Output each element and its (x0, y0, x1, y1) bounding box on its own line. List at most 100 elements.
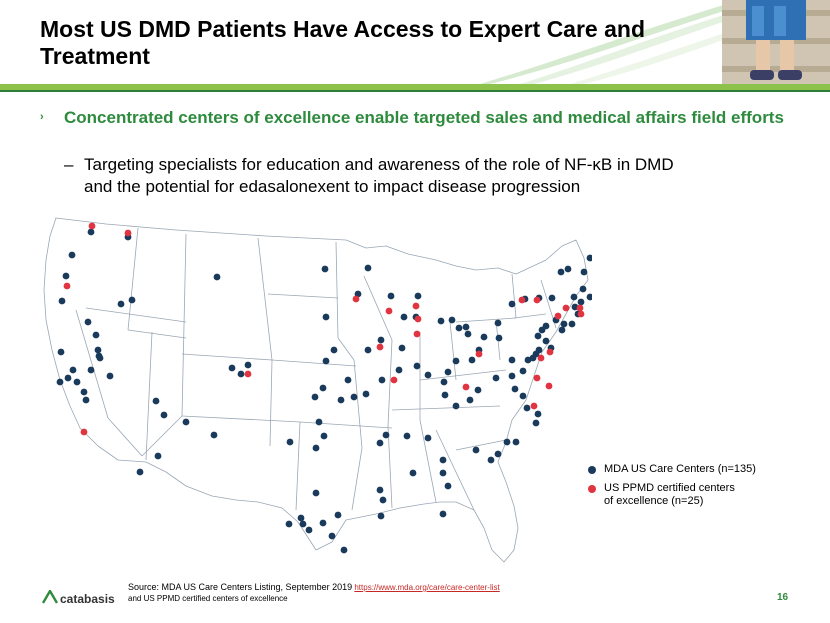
mda-center-marker (413, 362, 421, 370)
mda-center-marker (56, 378, 64, 386)
mda-center-marker (330, 346, 338, 354)
mda-center-marker (577, 298, 585, 306)
mda-center-marker (424, 434, 432, 442)
mda-center-marker (210, 431, 218, 439)
ppmd-center-marker (124, 229, 132, 237)
mda-center-marker (472, 446, 480, 454)
mda-center-marker (337, 396, 345, 404)
us-states-map (43, 217, 589, 563)
mda-center-marker (579, 285, 587, 293)
mda-center-marker (94, 346, 102, 354)
mda-center-marker (315, 418, 323, 426)
mda-center-marker (377, 512, 385, 520)
mda-center-marker (286, 438, 294, 446)
mda-center-marker (400, 313, 408, 321)
source-link[interactable]: https://www.mda.org/care/care-center-lis… (354, 583, 500, 592)
header-band (0, 0, 830, 84)
mda-center-marker (82, 396, 90, 404)
mda-center-marker (494, 450, 502, 458)
mda-center-marker (480, 333, 488, 341)
ppmd-center-marker (475, 350, 483, 358)
mda-center-marker (377, 336, 385, 344)
mda-center-marker (568, 320, 576, 328)
mda-center-marker (362, 390, 370, 398)
mda-center-marker (320, 432, 328, 440)
mda-center-marker (548, 294, 556, 302)
logo-text: catabasis (60, 592, 115, 606)
mda-center-marker (73, 378, 81, 386)
ppmd-center-marker (533, 296, 541, 304)
source-suffix: and US PPMD certified centers of excelle… (128, 594, 288, 603)
mda-center-marker (492, 374, 500, 382)
mda-center-marker (395, 366, 403, 374)
us-care-centers-map (43, 217, 592, 563)
mda-center-marker (523, 404, 531, 412)
mda-center-marker (319, 384, 327, 392)
mda-center-marker (508, 300, 516, 308)
mda-center-marker (106, 372, 114, 380)
mda-center-marker (494, 319, 502, 327)
mda-center-marker (503, 438, 511, 446)
mda-center-marker (519, 392, 527, 400)
mda-center-marker (495, 334, 503, 342)
mda-center-marker (586, 254, 592, 262)
mda-center-marker (87, 366, 95, 374)
mda-center-marker (350, 393, 358, 401)
mda-center-marker (379, 496, 387, 504)
mda-center-marker (414, 292, 422, 300)
mda-center-marker (511, 385, 519, 393)
mda-center-marker (58, 297, 66, 305)
mda-center-marker (466, 396, 474, 404)
mda-center-marker (557, 268, 565, 276)
ppmd-center-marker (414, 315, 422, 323)
mda-center-marker (57, 348, 65, 356)
mda-center-marker (444, 368, 452, 376)
mda-center-marker (364, 346, 372, 354)
mda-center-marker (524, 356, 532, 364)
mda-center-marker (424, 371, 432, 379)
source-note: Source: MDA US Care Centers Listing, Sep… (128, 582, 648, 604)
ppmd-center-marker (413, 330, 421, 338)
ppmd-center-marker (545, 382, 553, 390)
catabasis-logo: catabasis (42, 588, 122, 608)
mda-center-marker (441, 391, 449, 399)
mda-dot-icon (588, 466, 596, 474)
ppmd-center-marker (546, 348, 554, 356)
mda-center-marker (586, 293, 592, 301)
mda-center-marker (455, 324, 463, 332)
ppmd-center-marker (63, 282, 71, 290)
ppmd-center-marker (530, 402, 538, 410)
source-prefix: Source: MDA US Care Centers Listing, Sep… (128, 582, 353, 592)
mda-center-marker (409, 469, 417, 477)
mda-center-marker (512, 438, 520, 446)
mda-center-marker (439, 469, 447, 477)
mda-center-marker (340, 546, 348, 554)
mda-center-marker (508, 356, 516, 364)
mda-center-marker (154, 452, 162, 460)
dash-marker: – (64, 155, 74, 174)
mda-center-marker (534, 410, 542, 418)
mda-center-marker (452, 402, 460, 410)
mda-center-marker (440, 378, 448, 386)
ppmd-center-marker (80, 428, 88, 436)
mda-center-marker (376, 439, 384, 447)
mda-center-marker (62, 272, 70, 280)
mda-center-marker (542, 337, 550, 345)
mda-center-marker (344, 376, 352, 384)
ppmd-center-marker (537, 354, 545, 362)
slide-title: Most US DMD Patients Have Access to Expe… (40, 16, 645, 69)
mda-center-marker (64, 374, 72, 382)
ppmd-center-markers (63, 222, 585, 436)
mda-center-marker (534, 332, 542, 340)
ppmd-center-marker (385, 307, 393, 315)
mda-center-marker (152, 397, 160, 405)
ppmd-center-marker (390, 376, 398, 384)
mda-center-marker (312, 444, 320, 452)
ppmd-center-marker (352, 295, 360, 303)
mda-center-marker (364, 264, 372, 272)
title-divider (0, 84, 830, 90)
ppmd-center-marker (412, 302, 420, 310)
mda-center-marker (160, 411, 168, 419)
mda-center-marker (299, 520, 307, 528)
mda-center-marker (182, 418, 190, 426)
